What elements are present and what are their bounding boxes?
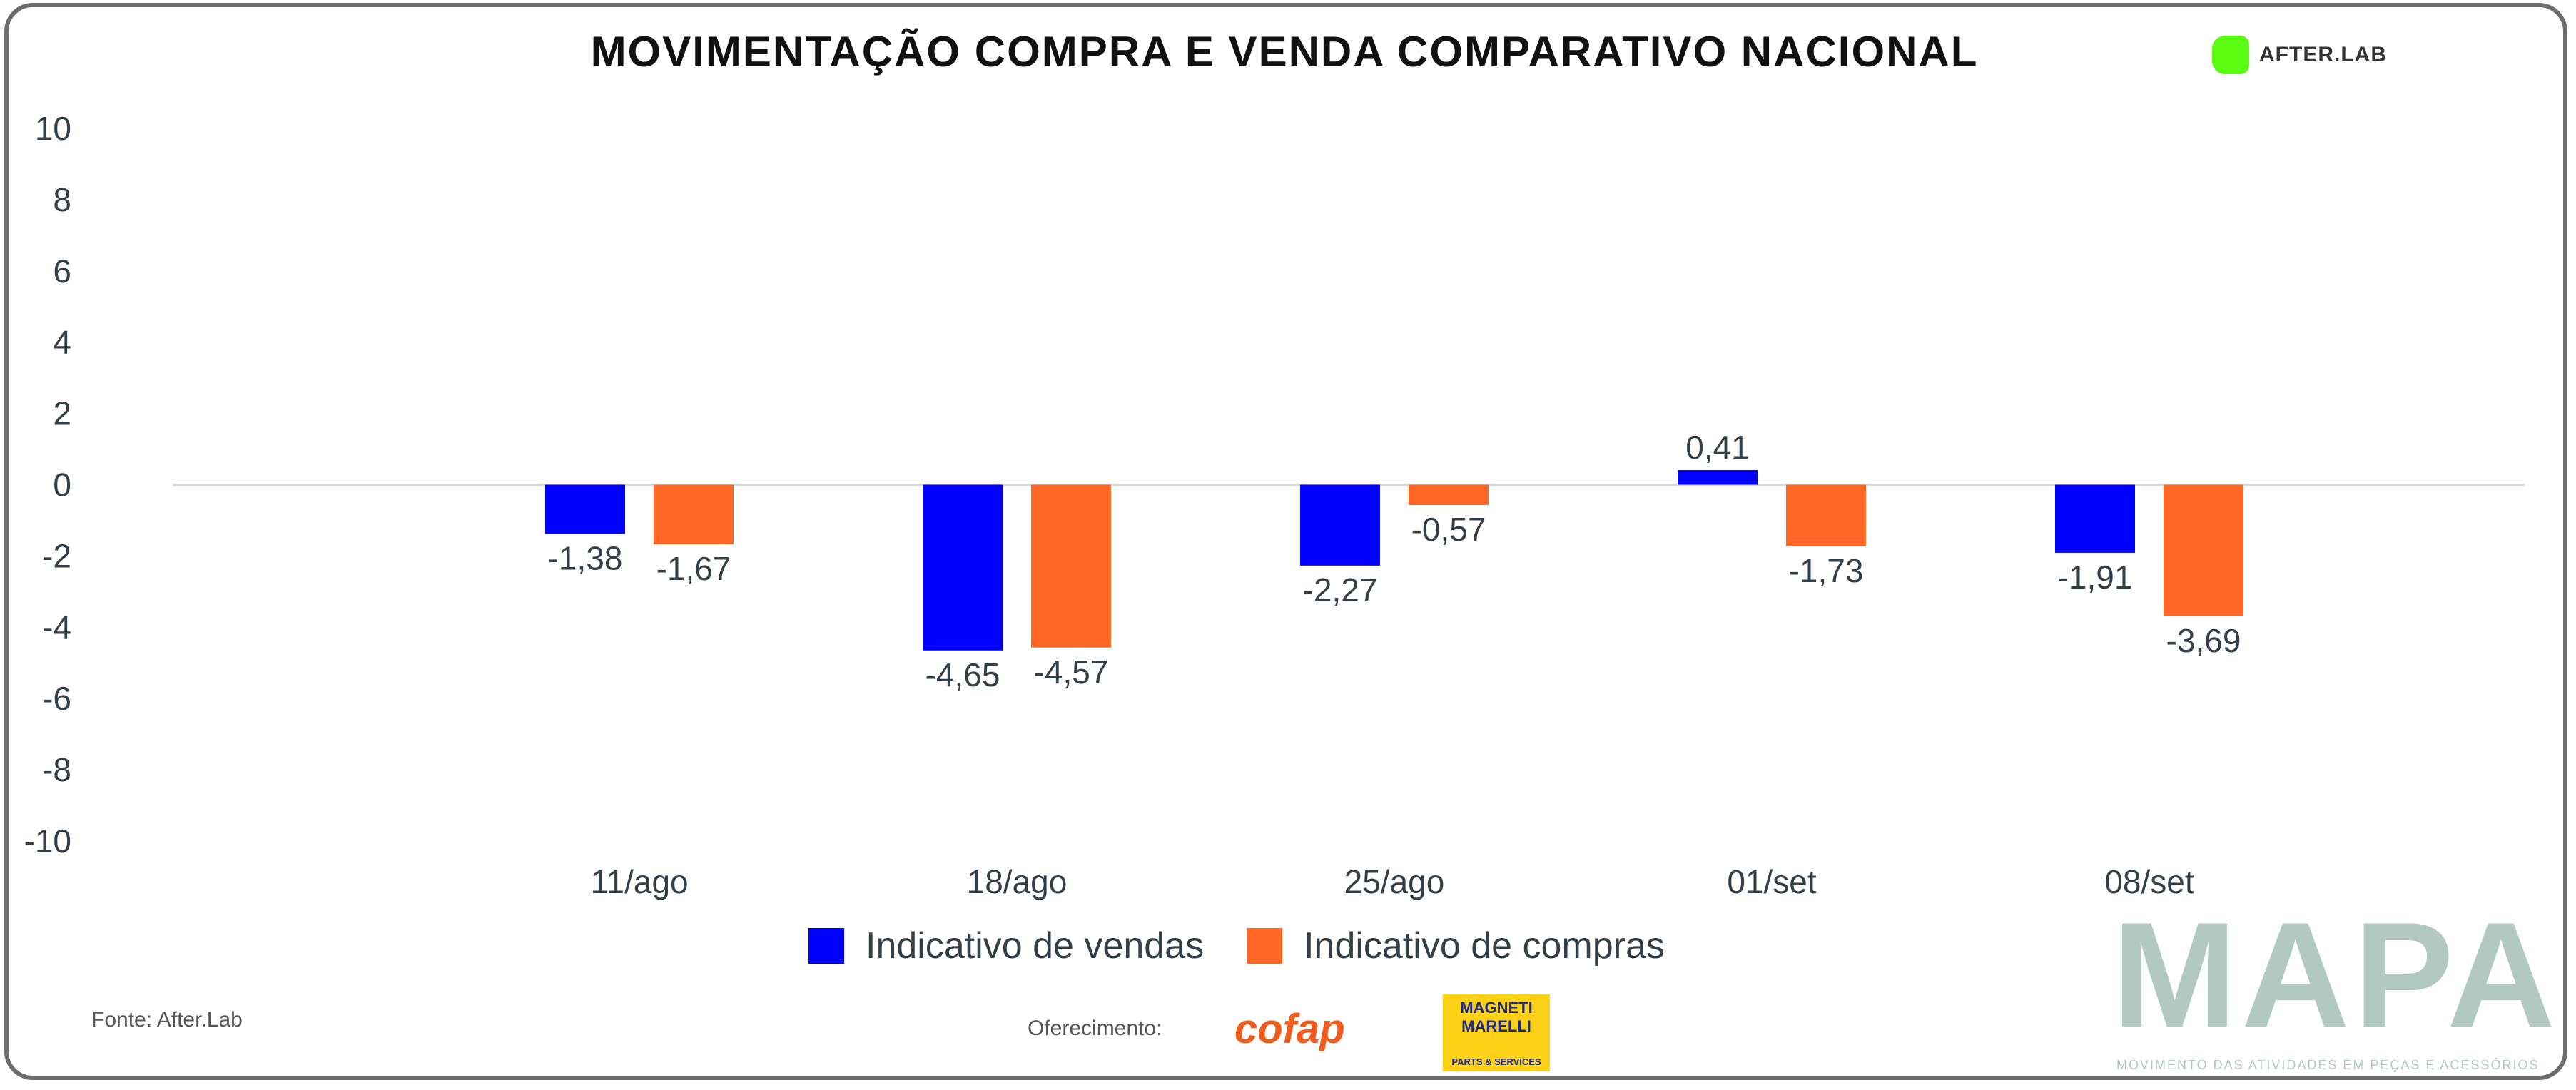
magneti-marelli-logo: MAGNETI MARELLI PARTS & SERVICES	[1443, 994, 1550, 1071]
y-tick-label: 10	[35, 110, 71, 147]
data-label: -3,69	[2166, 622, 2241, 659]
x-tick-label: 25/ago	[1344, 863, 1445, 900]
bar-vendas	[923, 484, 1003, 651]
y-tick-label: 8	[53, 181, 71, 218]
afterlab-logo-text: AFTER.LAB	[2259, 43, 2387, 66]
magneti-logo-text: MAGNETI MARELLI	[1460, 999, 1533, 1035]
y-tick-label: 0	[53, 467, 71, 504]
y-tick-label: -2	[42, 537, 71, 574]
legend: Indicativo de vendas Indicativo de compr…	[808, 925, 1708, 967]
sponsor-label: Oferecimento:	[1028, 1017, 1162, 1040]
y-tick-label: -6	[42, 680, 71, 717]
bar-vendas	[2055, 484, 2135, 553]
y-tick-label: -4	[42, 608, 71, 646]
x-tick-label: 01/set	[1727, 863, 1817, 900]
data-label: -1,73	[1789, 552, 1864, 589]
afterlab-logo: AFTER.LAB	[2212, 36, 2387, 74]
y-tick-label: 2	[53, 395, 71, 432]
bar-vendas	[1678, 470, 1758, 485]
magneti-logo-sub: PARTS & SERVICES	[1451, 1056, 1541, 1067]
data-label: -4,57	[1034, 653, 1109, 691]
x-tick-label: 08/set	[2104, 863, 2194, 900]
data-label: -1,67	[656, 550, 731, 587]
legend-item-compras: Indicativo de compras	[1247, 925, 1665, 967]
source-note: Fonte: After.Lab	[91, 1008, 243, 1032]
bar-compras	[654, 484, 734, 544]
y-tick-label: 4	[53, 324, 71, 361]
cofap-logo: cofap	[1234, 1006, 1345, 1052]
y-tick-label: -8	[42, 751, 71, 788]
legend-swatch-vendas	[808, 928, 844, 964]
mapa-logo-subtitle: MOVIMENTO DAS ATIVIDADES EM PEÇAS E ACES…	[2116, 1058, 2540, 1072]
data-label: -2,27	[1303, 571, 1378, 608]
mapa-logo: MAPA	[2112, 891, 2560, 1059]
legend-label-compras: Indicativo de compras	[1304, 925, 1665, 967]
bar-compras	[1786, 484, 1866, 546]
x-tick-label: 18/ago	[967, 863, 1068, 900]
chart-title: MOVIMENTAÇÃO COMPRA E VENDA COMPARATIVO …	[590, 28, 1979, 76]
bar-compras	[1031, 484, 1111, 648]
afterlab-logo-icon	[2212, 36, 2249, 74]
legend-label-vendas: Indicativo de vendas	[866, 925, 1205, 967]
data-label: -0,57	[1411, 511, 1486, 548]
chart-frame	[4, 3, 2567, 1080]
bar-vendas	[1300, 484, 1380, 566]
bar-compras	[1409, 484, 1489, 505]
data-label: 0,41	[1685, 429, 1750, 466]
legend-item-vendas: Indicativo de vendas	[808, 925, 1204, 967]
data-label: -1,91	[2058, 559, 2133, 596]
data-label: -1,38	[548, 539, 623, 576]
y-tick-label: 6	[53, 253, 71, 290]
x-tick-label: 11/ago	[590, 863, 688, 900]
bar-vendas	[545, 484, 625, 534]
data-label: -4,65	[926, 656, 1000, 693]
y-tick-label: -10	[24, 822, 71, 860]
legend-swatch-compras	[1247, 928, 1283, 964]
bar-compras	[2164, 484, 2243, 616]
